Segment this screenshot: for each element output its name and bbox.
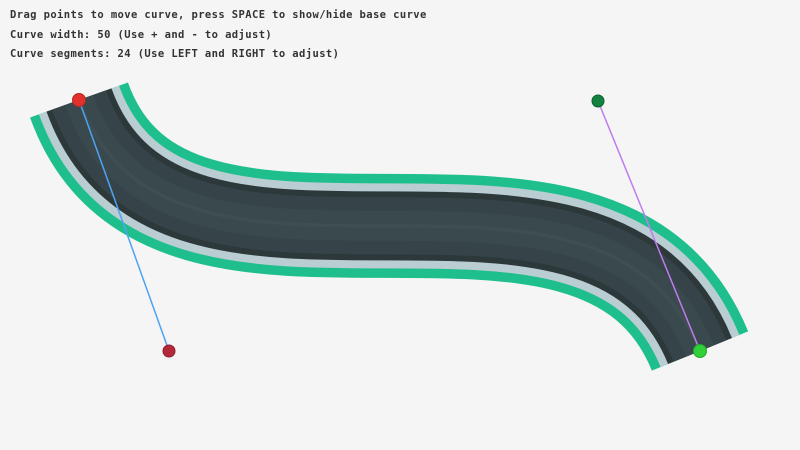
- control-point-end[interactable]: [591, 94, 605, 108]
- curve-width-readout: Curve width: 50 (Use + and - to adjust): [10, 28, 273, 41]
- road: [30, 80, 749, 373]
- control-handles: [78, 99, 701, 352]
- instruction-drag-points: Drag points to move curve, press SPACE t…: [10, 9, 427, 21]
- handle-line-start: [78, 99, 170, 352]
- control-points: [72, 93, 707, 358]
- handle-line-end: [597, 100, 701, 352]
- hud-instructions: Drag points to move curve, press SPACE t…: [10, 6, 427, 65]
- anchor-point-start[interactable]: [72, 93, 86, 107]
- road-layer-center-line: [77, 99, 702, 352]
- curve-segments-readout: Curve segments: 24 (Use LEFT and RIGHT t…: [10, 48, 340, 60]
- control-point-start[interactable]: [162, 344, 176, 358]
- anchor-point-end[interactable]: [693, 344, 707, 358]
